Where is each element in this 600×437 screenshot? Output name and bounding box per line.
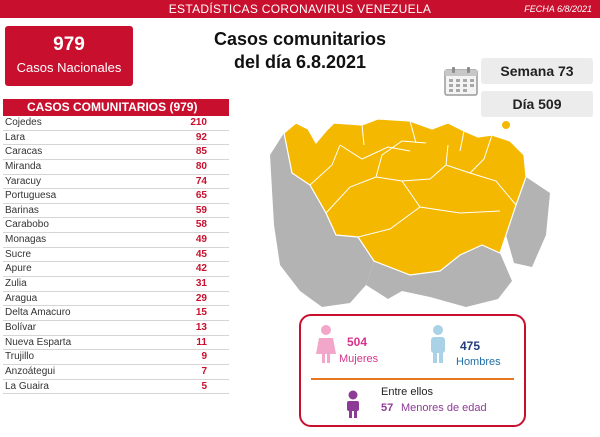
table-row: Cojedes 210 [3, 116, 229, 131]
state-name: Caracas [5, 146, 43, 158]
table-row: Lara 92 [3, 131, 229, 146]
minors-label: Menores de edad [401, 402, 487, 414]
state-name: Aragua [5, 292, 38, 304]
state-name: Zulia [5, 278, 27, 290]
national-cases-box: 979 Casos Nacionales [5, 26, 133, 86]
table-row: Barinas 59 [3, 204, 229, 219]
table-row: Zulia 31 [3, 277, 229, 292]
minors-count: 57 [381, 402, 394, 414]
case-count: 15 [195, 307, 207, 319]
venezuela-map [270, 118, 550, 307]
case-count: 92 [195, 131, 207, 143]
state-name: Cojedes [5, 117, 42, 128]
table-row: Caracas 85 [3, 145, 229, 160]
table-row: Monagas 49 [3, 233, 229, 248]
child-icon [347, 390, 359, 418]
state-name: Sucre [5, 248, 32, 260]
state-name: La Guaira [5, 380, 49, 392]
table-row: Yaracuy 74 [3, 175, 229, 190]
table-body: Cojedes 210 Lara 92 Caracas 85 Miranda 80 Yaracu… [3, 116, 229, 395]
table-row: Miranda 80 [3, 160, 229, 175]
case-count: 31 [195, 278, 207, 290]
map-island [502, 121, 510, 129]
table-row: Sucre 45 [3, 248, 229, 263]
state-name: Carabobo [5, 219, 49, 231]
demographics-box: 504 Mujeres 475 Hombres Entre ellos 57 M… [299, 314, 526, 427]
table-row: Anzoátegui 7 [3, 365, 229, 380]
headline-line-2: del día 6.8.2021 [233, 52, 367, 72]
community-cases-table: CASOS COMUNITARIOS (979) Cojedes 210 Lara 9… [3, 99, 229, 395]
state-name: Portuguesa [5, 190, 57, 202]
table-row: Aragua 29 [3, 292, 229, 307]
case-count: 45 [195, 248, 207, 260]
case-count: 7 [201, 365, 207, 377]
female-count: 504 [347, 335, 368, 349]
male-label: Hombres [456, 356, 501, 368]
case-count: 80 [195, 160, 207, 172]
table-row: Delta Amacuro 15 [3, 306, 229, 321]
headline: Casos comunitarios del día 6.8.2021 [180, 28, 420, 74]
report-date: FECHA 6/8/2021 [524, 4, 592, 14]
case-count: 11 [196, 336, 207, 348]
table-row: Portuguesa 65 [3, 189, 229, 204]
state-name: Nueva Esparta [5, 336, 72, 348]
case-count: 9 [201, 351, 207, 363]
week-badge: Semana 73 [481, 58, 593, 84]
table-row: Nueva Esparta 11 [3, 336, 229, 351]
national-cases-label: Casos Nacionales [16, 60, 122, 75]
case-count: 5 [201, 380, 207, 392]
among-label: Entre ellos [381, 386, 433, 398]
state-name: Lara [5, 131, 26, 143]
state-name: Barinas [5, 204, 39, 216]
table-row: La Guaira 5 [3, 380, 229, 395]
case-count: 58 [195, 219, 207, 231]
state-name: Bolívar [5, 321, 37, 333]
map-neighbor-west [270, 133, 374, 307]
case-count: 85 [195, 146, 207, 158]
case-count: 13 [195, 321, 207, 333]
case-count: 29 [195, 292, 207, 304]
map-neighbor-south [366, 245, 512, 307]
state-name: Anzoátegui [5, 365, 56, 377]
case-count: 49 [195, 234, 207, 246]
national-cases-count: 979 [53, 34, 85, 55]
male-icon [431, 325, 445, 363]
female-label: Mujeres [339, 353, 379, 365]
calendar-icon [444, 67, 478, 96]
state-name: Delta Amacuro [5, 307, 71, 319]
female-icon [316, 325, 336, 363]
case-count: 59 [195, 204, 207, 216]
report-title: ESTADÍSTICAS CORONAVIRUS VENEZUELA [168, 2, 432, 16]
case-count: 74 [195, 175, 207, 187]
table-row: Apure 42 [3, 262, 229, 278]
case-count: 42 [195, 263, 207, 275]
table-row: Bolívar 13 [3, 321, 229, 336]
day-badge: Día 509 [481, 91, 593, 117]
state-name: Yaracuy [5, 175, 41, 187]
case-count: 65 [195, 190, 207, 202]
state-name: Monagas [5, 234, 47, 246]
map-state-borders [309, 120, 517, 238]
table-row: Trujillo 9 [3, 350, 229, 365]
divider [311, 378, 514, 380]
table-header: CASOS COMUNITARIOS (979) [3, 99, 229, 116]
state-name: Apure [5, 263, 32, 275]
male-count: 475 [460, 339, 481, 353]
map-neighbor-east [506, 177, 550, 267]
case-count: 210 [190, 117, 207, 128]
state-name: Miranda [5, 160, 42, 172]
headline-line-1: Casos comunitarios [213, 29, 387, 49]
top-banner: ESTADÍSTICAS CORONAVIRUS VENEZUELA FECHA… [0, 0, 600, 18]
table-row: Carabobo 58 [3, 218, 229, 234]
state-name: Trujillo [5, 351, 35, 363]
